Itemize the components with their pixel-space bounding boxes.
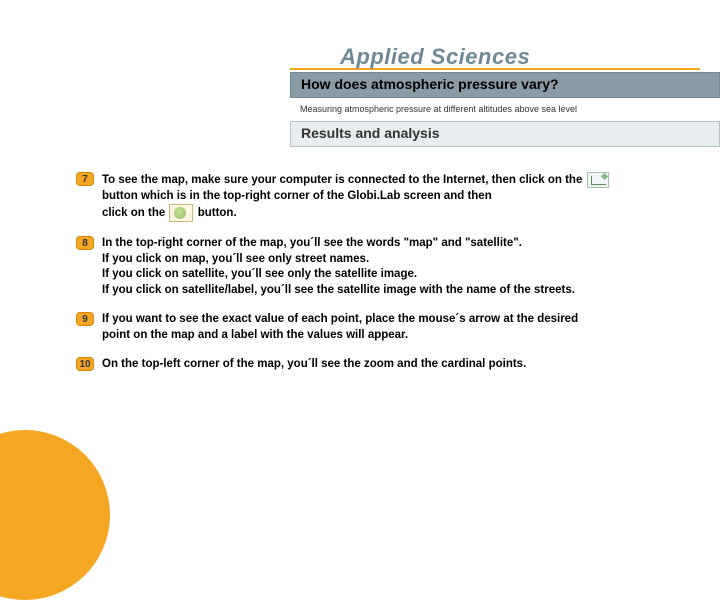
step-text: In the top-right corner of the map, you´…	[102, 236, 680, 298]
brand-title: Applied Sciences	[290, 44, 720, 72]
title-bar: How does atmospheric pressure vary?	[290, 72, 720, 98]
section-heading: Results and analysis	[301, 125, 440, 141]
step-9: 9 If you want to see the exact value of …	[78, 312, 680, 343]
header-region: Applied Sciences How does atmospheric pr…	[290, 44, 720, 147]
text-fragment: If you click on satellite, you´ll see on…	[102, 268, 417, 280]
step-7: 7 To see the map, make sure your compute…	[78, 172, 680, 222]
text-fragment: button which is in the top-right corner …	[102, 190, 492, 202]
text-fragment: In the top-right corner of the map, you´…	[102, 237, 522, 249]
decorative-circle	[0, 430, 110, 600]
step-10: 10 On the top-left corner of the map, yo…	[78, 357, 680, 373]
chart-icon	[587, 172, 609, 188]
text-fragment: If you want to see the exact value of ea…	[102, 313, 578, 325]
globe-icon	[169, 204, 193, 222]
step-text: On the top-left corner of the map, you´l…	[102, 357, 680, 373]
section-bar: Results and analysis	[290, 121, 720, 147]
step-number: 9	[76, 312, 94, 326]
step-8: 8 In the top-right corner of the map, yo…	[78, 236, 680, 298]
text-fragment: point on the map and a label with the va…	[102, 329, 408, 341]
page-title: How does atmospheric pressure vary?	[301, 76, 559, 92]
text-fragment: click on the	[102, 207, 165, 219]
step-text: To see the map, make sure your computer …	[102, 172, 680, 222]
step-number: 8	[76, 236, 94, 250]
step-number: 7	[76, 172, 94, 186]
text-fragment: To see the map, make sure your computer …	[102, 174, 582, 186]
step-text: If you want to see the exact value of ea…	[102, 312, 680, 343]
subtitle: Measuring atmospheric pressure at differ…	[290, 102, 720, 119]
text-fragment: If you click on satellite/label, you´ll …	[102, 284, 575, 296]
steps-content: 7 To see the map, make sure your compute…	[78, 172, 680, 387]
step-number: 10	[76, 357, 94, 371]
text-fragment: If you click on map, you´ll see only str…	[102, 253, 369, 265]
text-fragment: button.	[198, 207, 237, 219]
text-fragment: On the top-left corner of the map, you´l…	[102, 358, 526, 370]
